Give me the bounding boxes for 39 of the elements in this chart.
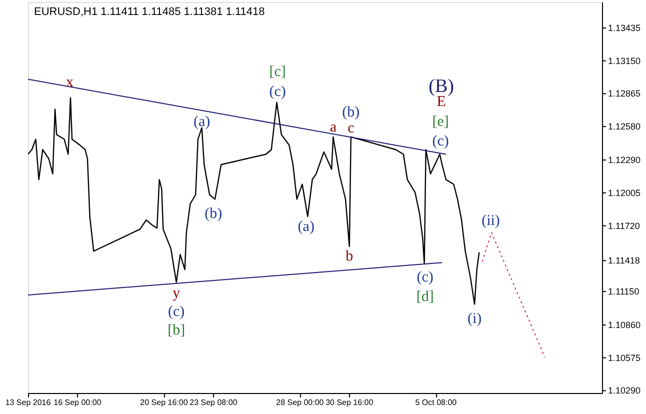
annotation: [c] <box>269 64 286 80</box>
annotation: [d] <box>416 289 434 306</box>
annotation: (b) <box>204 206 222 222</box>
annotation: a <box>330 120 337 136</box>
annotation: (c) <box>269 84 286 100</box>
annotation: (ii) <box>482 212 500 229</box>
annotation: (c) <box>416 270 434 286</box>
annotation: (c) <box>432 133 449 150</box>
y-tick-label: 1.11150 <box>608 286 640 296</box>
x-tick-label: 5 Oct 08:00 <box>415 398 458 407</box>
annotation: (a) <box>193 114 210 130</box>
annotation: (c) <box>168 304 185 320</box>
annotation: [b] <box>168 322 186 339</box>
annotation: x <box>66 74 74 91</box>
x-tick-label: 16 Sep 00:00 <box>54 398 102 407</box>
x-tick-label: 30 Sep 16:00 <box>326 398 374 407</box>
chart-title: EURUSD,H1 1.11411 1.11485 1.11381 1.11418 <box>34 6 265 18</box>
y-tick-label: 1.10860 <box>608 320 641 330</box>
y-tick-label: 1.10290 <box>608 386 641 396</box>
y-tick-label: 1.13150 <box>608 56 641 66</box>
y-tick-label: 1.11720 <box>608 220 640 231</box>
annotation: b <box>346 248 354 265</box>
y-tick-label: 1.10575 <box>608 352 641 363</box>
x-tick-label: 20 Sep 16:00 <box>140 398 188 407</box>
x-tick-label: 28 Sep 00:00 <box>276 398 324 407</box>
y-tick-label: 1.13435 <box>608 22 641 33</box>
annotation: (a) <box>298 218 314 235</box>
annotation: y <box>172 286 181 302</box>
x-tick-label: 23 Sep 08:00 <box>190 398 238 407</box>
y-tick-label: 1.12580 <box>608 122 641 132</box>
y-tick-label: 1.11418 <box>608 256 640 266</box>
annotation: (i) <box>467 311 482 328</box>
annotation: [e] <box>432 114 449 130</box>
annotation: (b) <box>342 104 360 121</box>
y-tick-label: 1.12290 <box>608 155 641 166</box>
annotation: c <box>348 120 355 137</box>
x-tick-label: 13 Sep 2016 <box>5 398 52 407</box>
y-tick-label: 1.12005 <box>608 188 641 198</box>
y-tick-label: 1.12865 <box>608 88 641 99</box>
